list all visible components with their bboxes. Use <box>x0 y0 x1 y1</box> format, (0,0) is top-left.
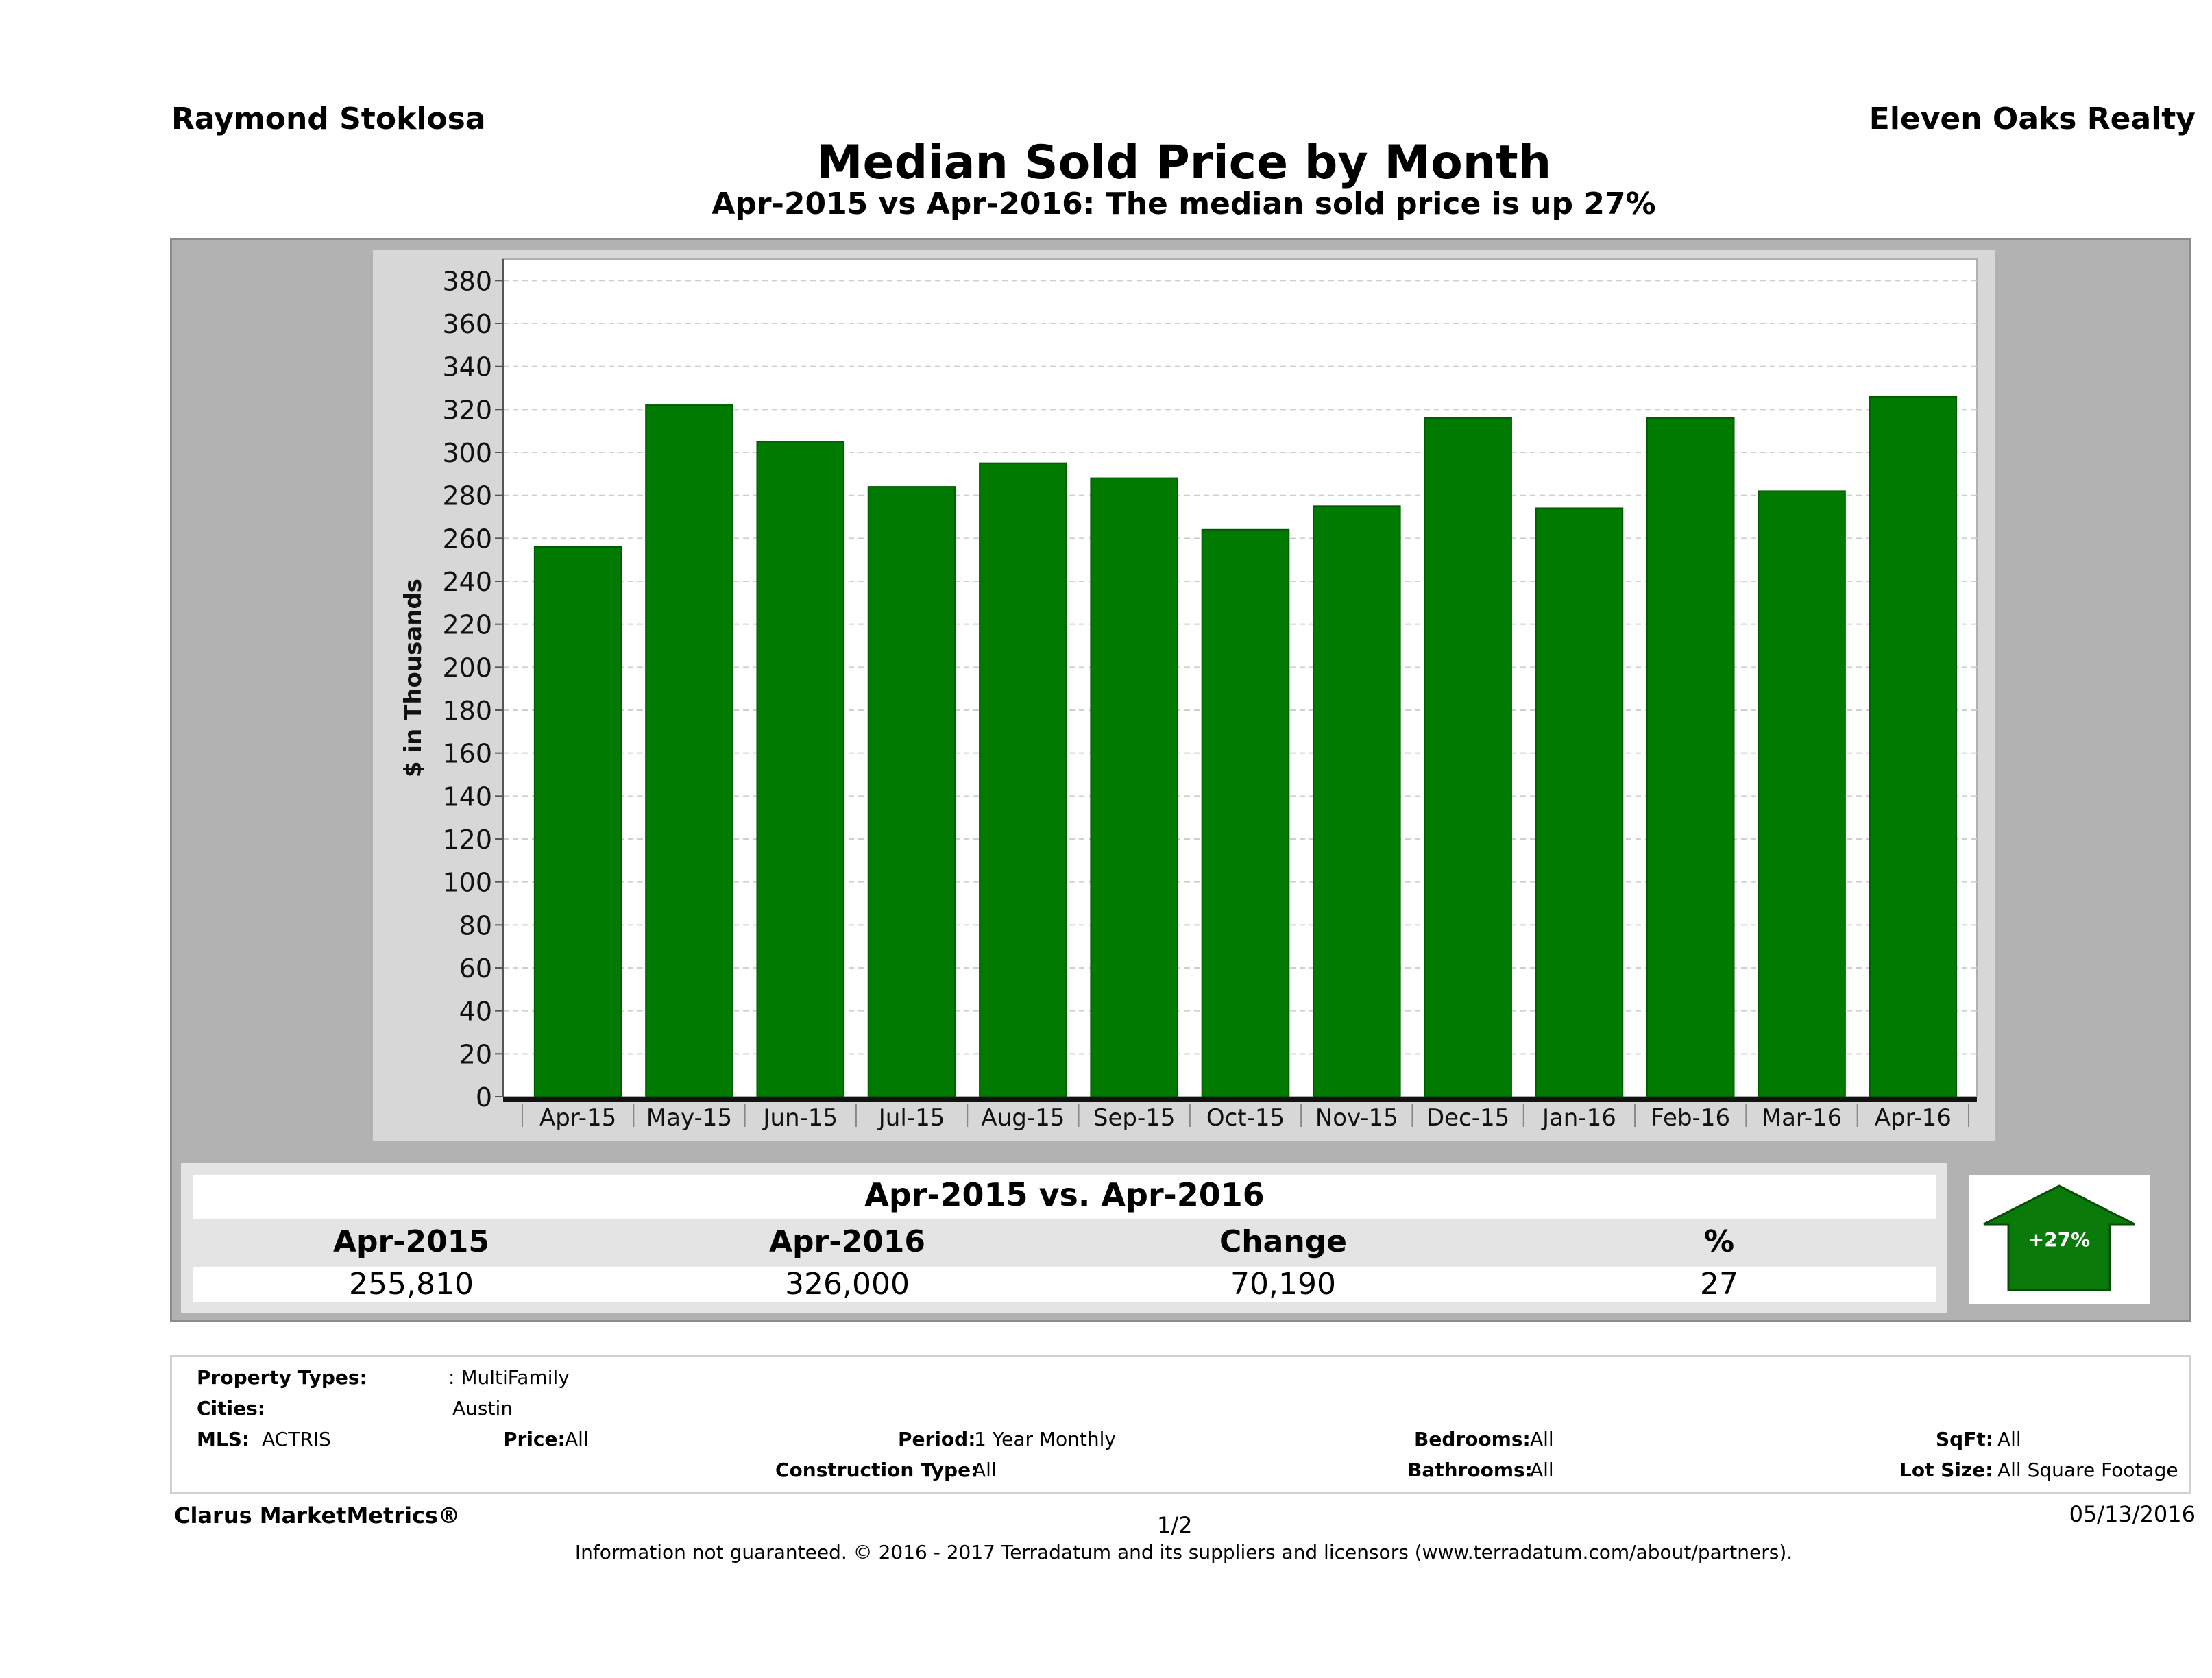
filter-panel <box>170 1355 2191 1494</box>
x-tick-label: Jul-15 <box>877 1104 945 1132</box>
bar <box>979 462 1067 1097</box>
x-tick-label: Sep-15 <box>1093 1104 1176 1132</box>
y-tick-label: 140 <box>442 781 492 812</box>
agent-name: Raymond Stoklosa <box>171 101 486 136</box>
sqft-value: All <box>1997 1428 2021 1450</box>
up-arrow-icon: +27% <box>1983 1184 2135 1291</box>
x-tick-label: Jan-16 <box>1541 1104 1616 1132</box>
report-date: 05/13/2016 <box>2069 1501 2196 1527</box>
period-label: Period: <box>898 1428 976 1450</box>
summary-header-end: Apr-2016 <box>769 1224 925 1259</box>
lot-size-label: Lot Size: <box>1899 1459 1993 1481</box>
y-tick-label: 0 <box>476 1082 492 1112</box>
y-tick-label: 320 <box>442 395 492 425</box>
cities-label: Cities: <box>197 1397 265 1420</box>
property-types-label: Property Types: <box>197 1366 367 1389</box>
bar <box>756 441 845 1098</box>
construction-type-value: All <box>973 1459 997 1481</box>
change-badge-label: +27% <box>2028 1228 2090 1251</box>
bar <box>1313 505 1401 1098</box>
y-tick-label: 360 <box>442 309 492 339</box>
x-tick-label: May-15 <box>646 1104 732 1132</box>
x-tick-label: Oct-15 <box>1206 1104 1285 1132</box>
x-tick-label: Apr-16 <box>1875 1104 1952 1132</box>
summary-header-change: Change <box>1219 1224 1347 1259</box>
bar <box>533 546 622 1098</box>
sqft-label: SqFt: <box>1936 1428 1993 1450</box>
x-tick-label: Mar-16 <box>1762 1104 1843 1132</box>
y-tick-label: 160 <box>442 739 492 769</box>
page-title: Median Sold Price by Month <box>816 136 1552 190</box>
y-tick-label: 60 <box>459 953 492 984</box>
bedrooms-value: All <box>1530 1428 1554 1450</box>
bathrooms-label: Bathrooms: <box>1407 1459 1533 1481</box>
page-number: 1/2 <box>1157 1512 1193 1538</box>
y-tick-label: 280 <box>442 481 492 511</box>
construction-type-label: Construction Type: <box>775 1459 979 1481</box>
bar <box>1535 507 1624 1097</box>
y-tick-label: 380 <box>442 266 492 296</box>
disclaimer: Information not guaranteed. © 2016 - 201… <box>574 1541 1793 1564</box>
bathrooms-value: All <box>1530 1459 1554 1481</box>
bar <box>645 404 733 1098</box>
y-tick-label: 180 <box>442 696 492 726</box>
x-tick-label: Feb-16 <box>1651 1104 1730 1132</box>
bar <box>1201 528 1290 1097</box>
y-tick-label: 240 <box>442 567 492 597</box>
y-tick-label: 200 <box>442 653 492 683</box>
mls-value: ACTRIS <box>262 1428 331 1450</box>
bar <box>1646 417 1735 1098</box>
y-tick-label: 220 <box>442 610 492 640</box>
page-subtitle: Apr-2015 vs Apr-2016: The median sold pr… <box>712 186 1656 221</box>
summary-value-change: 70,190 <box>1230 1267 1336 1302</box>
cities-value: Austin <box>452 1397 513 1420</box>
footer-brand: Clarus MarketMetrics® <box>174 1503 461 1529</box>
company-name: Eleven Oaks Realty <box>1869 101 2196 136</box>
y-tick-label: 20 <box>459 1039 492 1069</box>
x-tick-label: Apr-15 <box>539 1104 616 1132</box>
bar-chart: 0 20 40 60 80 100 120 140 160 180 200 220 240 260 280 3… <box>400 258 1978 1132</box>
summary-title: Apr-2015 vs. Apr-2016 <box>864 1176 1265 1213</box>
x-tick-label: Nov-15 <box>1315 1104 1398 1132</box>
y-tick-label: 120 <box>442 825 492 855</box>
bedrooms-label: Bedrooms: <box>1414 1428 1531 1450</box>
summary-value-start: 255,810 <box>349 1267 474 1302</box>
bar <box>1424 417 1512 1098</box>
y-tick-label: 260 <box>442 524 492 554</box>
y-tick-label: 300 <box>442 438 492 468</box>
price-label: Price: <box>503 1428 566 1450</box>
bar <box>1758 490 1846 1097</box>
summary-values-row <box>193 1267 1936 1302</box>
property-types-value: : MultiFamily <box>448 1366 570 1389</box>
price-value: All <box>565 1428 589 1450</box>
y-tick-label: 340 <box>442 352 492 382</box>
lot-size-value: All Square Footage <box>1997 1459 2178 1481</box>
summary-title-row <box>193 1175 1936 1219</box>
bar <box>1090 477 1178 1098</box>
summary-header-start: Apr-2015 <box>333 1224 489 1259</box>
y-tick-label: 80 <box>459 910 492 940</box>
chart-panel: 0 20 40 60 80 100 120 140 160 180 200 220 240 260 280 3… <box>373 250 1995 1141</box>
bar <box>1869 396 1958 1098</box>
x-tick-label: Dec-15 <box>1426 1104 1509 1132</box>
summary-header-percent: % <box>1703 1224 1735 1259</box>
y-tick-label: 100 <box>442 868 492 898</box>
period-value: 1 Year Monthly <box>974 1428 1117 1450</box>
x-tick-label: Aug-15 <box>981 1104 1065 1132</box>
y-tick-label: 40 <box>459 997 492 1027</box>
summary-value-end: 326,000 <box>785 1267 910 1302</box>
x-tick-label: Jun-15 <box>762 1104 838 1132</box>
bar <box>867 486 956 1097</box>
mls-label: MLS: <box>197 1428 250 1450</box>
change-badge: +27% <box>1969 1175 2150 1304</box>
y-axis-label: $ in Thousands <box>400 579 427 777</box>
summary-value-percent: 27 <box>1700 1267 1738 1302</box>
